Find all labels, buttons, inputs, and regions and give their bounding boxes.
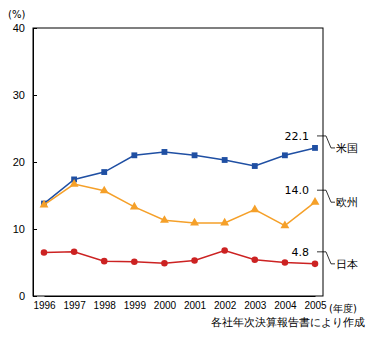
- series-marker: [190, 218, 199, 226]
- y-tick-label: 10: [13, 223, 25, 235]
- x-axis-label: (年度): [329, 303, 357, 314]
- x-tick-label: 2000: [154, 300, 177, 311]
- series-line: [44, 184, 315, 226]
- x-tick: 2002: [214, 296, 237, 311]
- x-tick: 1997: [63, 296, 86, 311]
- series-marker: [40, 200, 49, 208]
- y-tick: 30: [13, 89, 37, 101]
- y-tick: 20: [13, 156, 37, 168]
- series-marker: [311, 197, 320, 205]
- series-marker: [252, 163, 258, 169]
- label-connector: [317, 190, 335, 202]
- series-name: 欧州: [336, 196, 358, 209]
- series-marker: [131, 259, 138, 266]
- y-tick-mark: [33, 162, 37, 163]
- series-marker: [131, 152, 137, 158]
- series-marker: [221, 247, 228, 254]
- y-tick: 10: [13, 223, 37, 235]
- series-marker: [312, 261, 319, 268]
- series-marker: [280, 221, 289, 229]
- y-tick-label: 20: [13, 156, 25, 168]
- series-marker: [192, 152, 198, 158]
- y-axis: 0 10 20 30 40: [13, 22, 37, 302]
- series-marker: [282, 152, 288, 158]
- x-tick: 2003: [244, 296, 267, 311]
- x-tick: 2000: [154, 296, 177, 311]
- series-marker: [220, 218, 229, 226]
- y-tick: 40: [13, 22, 37, 34]
- x-tick: 2005: [304, 296, 327, 311]
- x-tick-label: 2002: [214, 300, 237, 311]
- series-marker: [162, 149, 168, 155]
- data-label: 4.8: [292, 246, 310, 259]
- x-tick: 1998: [94, 296, 117, 311]
- y-tick-mark: [33, 28, 37, 29]
- series-marker: [100, 186, 109, 194]
- source-note: 各社年次決算報告書により作成: [211, 316, 365, 329]
- chart: 0 10 20 30 40 1996 1997 1998 1999 2000 2001 2002 200…: [0, 0, 370, 338]
- series-marker: [222, 157, 228, 163]
- y-tick-mark: [33, 95, 37, 96]
- x-tick-label: 2004: [274, 300, 297, 311]
- series-marker: [312, 145, 318, 151]
- series-name: 日本: [336, 258, 358, 271]
- series-name: 米国: [336, 142, 358, 155]
- y-axis-line: [34, 29, 38, 297]
- series-marker: [70, 179, 79, 187]
- y-tick-label: 40: [13, 22, 25, 34]
- y-tick-label: 0: [19, 290, 25, 302]
- x-tick-label: 1999: [124, 300, 147, 311]
- series-marker: [71, 248, 78, 255]
- plot-frame: [33, 28, 323, 296]
- series-marker: [101, 258, 108, 265]
- x-tick: 2004: [274, 296, 297, 311]
- series-marker: [251, 257, 258, 264]
- x-axis-line: [45, 296, 316, 297]
- label-connector: [317, 252, 335, 264]
- y-tick-mark: [33, 296, 37, 297]
- series-marker: [161, 260, 168, 267]
- series-marker: [41, 249, 48, 256]
- label-connector: [317, 136, 335, 148]
- x-tick-label: 1997: [63, 300, 86, 311]
- x-axis: 1996 1997 1998 1999 2000 2001 2002 2003 2004 2005: [33, 296, 327, 311]
- series-line: [44, 148, 315, 204]
- series-marker: [250, 204, 259, 212]
- y-axis-label: (%): [8, 9, 25, 20]
- series-marker: [160, 215, 169, 223]
- x-tick: 1999: [124, 296, 147, 311]
- x-tick-label: 2003: [244, 300, 267, 311]
- series-marker: [101, 169, 107, 175]
- series-marker: [282, 259, 289, 266]
- plot-area: [40, 145, 320, 267]
- x-tick-label: 1996: [33, 300, 56, 311]
- series-line: [44, 250, 315, 263]
- series-marker: [191, 257, 198, 264]
- x-tick-label: 1998: [94, 300, 117, 311]
- data-label: 14.0: [285, 184, 310, 197]
- y-tick-mark: [33, 229, 37, 230]
- series-marker: [130, 202, 139, 210]
- x-tick-label: 2005: [304, 300, 327, 311]
- data-label: 22.1: [285, 130, 310, 143]
- x-tick: 2001: [184, 296, 207, 311]
- y-tick-label: 30: [13, 89, 25, 101]
- x-tick-label: 2001: [184, 300, 207, 311]
- x-tick: 1996: [33, 296, 56, 311]
